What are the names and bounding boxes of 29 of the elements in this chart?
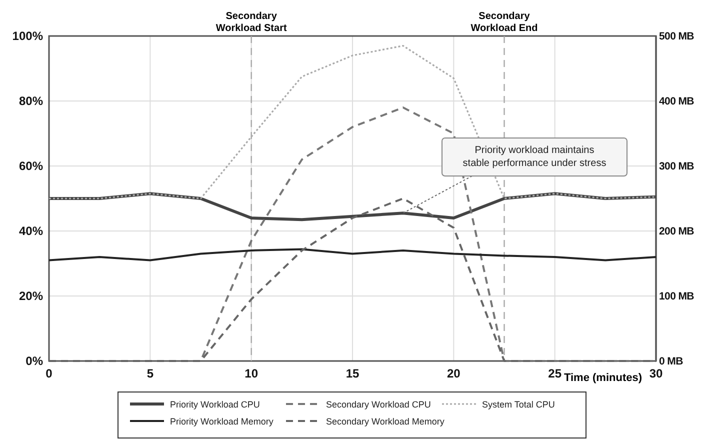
y-tick-label: 80% bbox=[18, 94, 44, 108]
ref-line-label: Secondary Workload Start bbox=[216, 11, 288, 34]
legend-label: Secondary Workload Memory bbox=[326, 416, 445, 426]
x-tick-label: 0 bbox=[46, 366, 53, 381]
x-axis-title: Time (minutes) bbox=[564, 372, 642, 384]
y-tick-label: 0% bbox=[26, 354, 44, 368]
x-tick-label: 15 bbox=[346, 366, 360, 381]
y2-tick-label: 200 MB bbox=[659, 225, 695, 238]
y-tick-label: 100% bbox=[12, 28, 44, 43]
x-tick-label: 5 bbox=[146, 366, 154, 381]
y-tick-label: 60% bbox=[18, 158, 44, 173]
y-tick-label: 40% bbox=[18, 224, 44, 238]
legend-label: System Total CPU bbox=[482, 400, 555, 410]
legend-label: Priority Workload Memory bbox=[170, 416, 274, 426]
legend-label: Secondary Workload CPU bbox=[326, 400, 431, 410]
legend-label: Priority Workload CPU bbox=[170, 400, 260, 410]
x-tick-label: 20 bbox=[446, 366, 461, 381]
x-tick-label: 30 bbox=[649, 366, 663, 381]
y2-tick-label: 0 MB bbox=[659, 355, 684, 368]
y2-tick-label: 100 MB bbox=[659, 290, 695, 302]
y2-tick-label: 400 MB bbox=[659, 95, 695, 108]
y2-tick-label: 300 MB bbox=[659, 160, 695, 172]
x-tick-label: 25 bbox=[548, 366, 562, 381]
x-tick-label: 10 bbox=[244, 366, 258, 381]
y-tick-label: 20% bbox=[18, 288, 44, 303]
line-series bbox=[48, 248, 657, 262]
ref-line-label: Secondary Workload End bbox=[470, 11, 538, 34]
y2-tick-label: 500 MB bbox=[659, 30, 695, 42]
annotation: Priority workload maintains stable performance under stress bbox=[462, 145, 606, 169]
